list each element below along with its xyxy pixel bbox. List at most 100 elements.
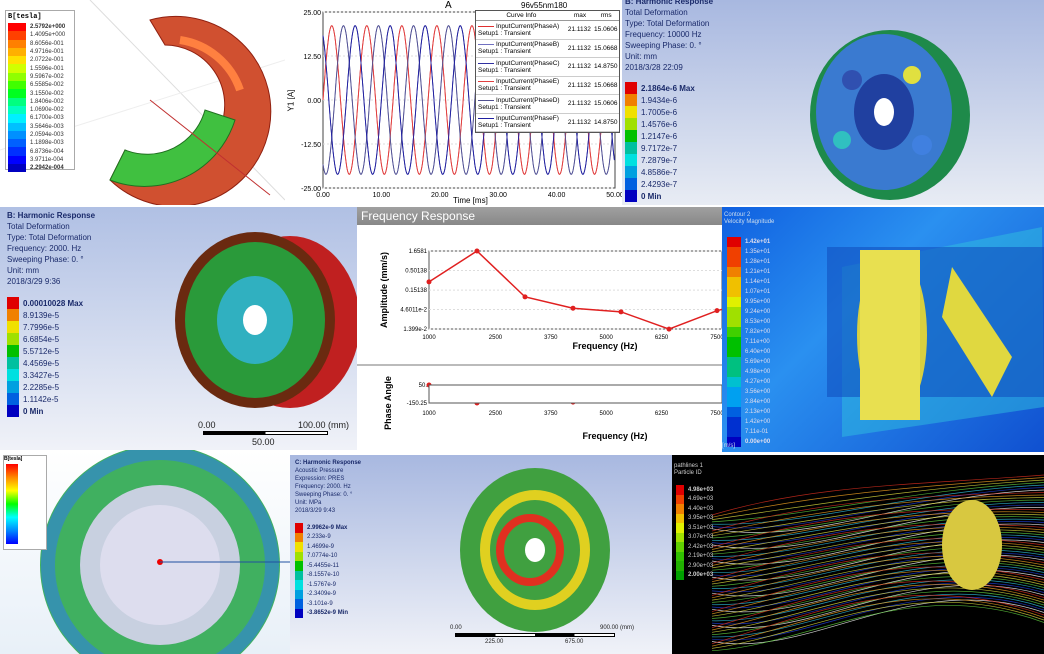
legend-entry: 1.0690e-002: [8, 105, 72, 115]
legend-value: 1.1142e-5: [23, 394, 59, 404]
legend-swatch: [8, 97, 26, 106]
legend-value: 2.1864e-6 Max: [641, 83, 695, 93]
x-tick-label: 10.00: [373, 192, 391, 199]
pathlines-panel: pathlines 1 Particle ID 4.98e+03 4.69e+03…: [672, 455, 1044, 654]
amplitude-line: [428, 250, 722, 330]
legend-header: max: [573, 12, 587, 19]
legend-swatch: [727, 367, 741, 377]
legend-entry: 1.5596e-001: [8, 64, 72, 73]
legend-entry: 3.9711e-004: [8, 155, 72, 165]
series-line-icon: [478, 99, 494, 101]
legend-entry: 2.90e+03: [676, 561, 713, 571]
legend-entry: -3.101e-9: [295, 599, 348, 609]
cfd-velocity-panel: Contour 2 Velocity Magnitude 1.42e+01 1.3…: [722, 207, 1044, 452]
legend-swatch: [8, 164, 26, 173]
y-tick-label: 1.6581: [409, 249, 428, 255]
legend-entry: -2.3409e-9: [295, 589, 348, 599]
ring-render: [40, 450, 290, 654]
legend-entry: 2.1864e-6 Max: [625, 82, 695, 94]
color-legend: 2.1864e-6 Max 1.9434e-6 1.7005e-6 1.4576e-6…: [625, 82, 695, 202]
y-tick-label: 0.15138: [405, 288, 427, 294]
color-legend: 4.98e+03 4.69e+03 4.40e+03 3.95e+03 3.51e+03…: [676, 485, 713, 580]
legend-value: 7.11e+00: [745, 339, 770, 345]
scale-bar: 0.00 900.00 (mm) 225.00 675.00: [450, 625, 635, 645]
x-axis-label: Time [ms]: [453, 196, 488, 205]
legend-swatch: [727, 407, 741, 417]
legend-swatch: [8, 130, 26, 140]
legend-swatch: [727, 417, 741, 427]
legend-value: 8.53e+00: [745, 319, 771, 325]
curve-max: 21.1132: [567, 44, 591, 52]
legend-value: -3.101e-9: [307, 600, 333, 607]
x-tick-label: 40.00: [548, 192, 566, 199]
legend-swatch: [727, 247, 741, 257]
pathline: [711, 576, 1044, 619]
legend-entry: 1.8406e-002: [8, 97, 72, 106]
legend-swatch: [625, 130, 637, 142]
legend-value: 6.8736e-004: [30, 148, 64, 155]
amplitude-point: [522, 294, 528, 300]
project-name: 96v55nm180: [521, 1, 568, 10]
info-line: Expression: PRES: [295, 476, 345, 482]
legend-swatch: [8, 89, 26, 98]
legend-entry: 2.19e+03: [676, 551, 713, 561]
legend-entry: 1.4699e-9: [295, 542, 348, 552]
legend-swatch: [295, 608, 303, 618]
pathline: [711, 590, 1044, 635]
panel-header: Frequency Response: [357, 207, 722, 225]
legend-swatch: [7, 309, 19, 321]
curve-rms: 14.8750: [594, 118, 618, 126]
legend-value: 2.00e+03: [688, 572, 714, 579]
y-tick-label: -25.00: [301, 186, 321, 193]
legend-value: 2.2285e-5: [23, 382, 60, 392]
legend-entry: -1.5767e-9: [295, 580, 348, 590]
legend-value: 4.4569e-5: [23, 358, 60, 368]
x-tick-label: 7500: [710, 335, 722, 341]
legend-swatch: [295, 551, 303, 561]
legend-swatch: [295, 523, 303, 533]
legend-entry: 1.1142e-5: [7, 393, 83, 405]
curve-name: InputCurrent(PhaseD): [496, 96, 560, 104]
legend-row: InputCurrent(PhaseB) Setup1 : Transient 21…: [476, 40, 619, 58]
legend-value: 2.42e+03: [688, 543, 714, 550]
legend-swatch: [8, 139, 26, 148]
legend-entry: -5.4455e-11: [295, 561, 348, 571]
legend-value: 9.24e+00: [745, 309, 771, 315]
legend-entry: 4.40e+03: [676, 504, 713, 514]
legend-entry: 8.6056e-001: [8, 39, 72, 48]
color-legend: 1.42e+01 1.35e+01 1.28e+01 1.21e+01 1.14e+01…: [727, 237, 770, 447]
legend-swatch: [8, 114, 26, 123]
curve-rms: 15.0668: [594, 81, 618, 89]
legend-value: 4.8586e-7: [641, 167, 678, 177]
legend-value: -2.3409e-9: [307, 591, 337, 598]
curve-max: 21.1132: [567, 63, 591, 71]
legend-swatch: [625, 106, 637, 118]
y-tick-label: -12.50: [301, 142, 321, 149]
pathline: [711, 492, 1044, 532]
x-tick-label: 5000: [600, 411, 614, 417]
legend-entry: 9.95e+00: [727, 297, 770, 307]
legend-value: 8.6056e-001: [30, 40, 64, 47]
legend-entry: 0.00e+00: [727, 437, 770, 447]
frequency-response-charts: 1.6581 0.50138 0.15138 4.6011e-2 1.399e-2 100…: [357, 248, 722, 441]
amplitude-point: [714, 308, 720, 314]
legend-value: 1.21e+01: [745, 269, 771, 275]
y-tick-label: 0.00: [307, 98, 321, 105]
y-tick-label: 25.00: [303, 10, 321, 17]
pathlines-render: [711, 474, 1044, 652]
info-line: B: Harmonic Response: [625, 0, 714, 6]
legend-swatch: [8, 39, 26, 48]
legend-entry: 4.98e+00: [727, 367, 770, 377]
legend-value: 4.98e+03: [688, 486, 714, 493]
legend-swatch: [676, 542, 684, 552]
legend-value: 1.0690e-002: [30, 107, 64, 114]
legend-entry: 3.1550e-002: [8, 89, 72, 98]
amplitude-point: [426, 279, 432, 285]
curve-setup: Setup1 : Transient: [478, 29, 531, 37]
legend-entry: 1.28e+01: [727, 257, 770, 267]
legend-swatch: [7, 393, 19, 405]
y-tick-label: 50.: [419, 383, 428, 389]
legend-entry: 7.11e+00: [727, 337, 770, 347]
pathline: [711, 601, 1044, 649]
curve-name: InputCurrent(PhaseB): [496, 41, 560, 49]
